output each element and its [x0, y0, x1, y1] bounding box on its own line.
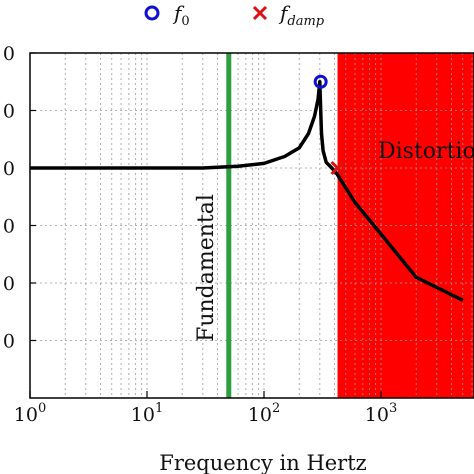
f0-marker [313, 74, 328, 89]
x-tick-label: 102 [248, 401, 280, 426]
distortion-label: Distortion [378, 139, 474, 164]
y-tick-label: 0 [3, 273, 15, 295]
plot-area: Fundamental Distortion [29, 52, 474, 399]
y-tick-label: 0 [3, 331, 15, 353]
y-tick-label: 0 [3, 158, 15, 180]
x-tick-label: 100 [14, 401, 46, 426]
x-tick-label: 103 [365, 401, 397, 426]
legend-f0-label: f0 [172, 1, 190, 29]
fdamp-marker [330, 160, 345, 176]
x-axis-label: Frequency in Hertz [159, 451, 366, 474]
y-tick-label: 0 [3, 216, 15, 238]
y-tick-label: 0 [3, 101, 15, 123]
grid [30, 53, 474, 398]
legend: f0 fdamp [144, 1, 325, 29]
fundamental-label: Fundamental [194, 194, 219, 342]
x-tick-label: 101 [131, 401, 163, 426]
legend-fdamp-label: fdamp [278, 1, 325, 29]
y-tick-label: 0 [3, 43, 15, 65]
legend-fdamp-marker [252, 5, 268, 21]
legend-f0-marker [144, 5, 160, 21]
response-curve [30, 80, 464, 302]
